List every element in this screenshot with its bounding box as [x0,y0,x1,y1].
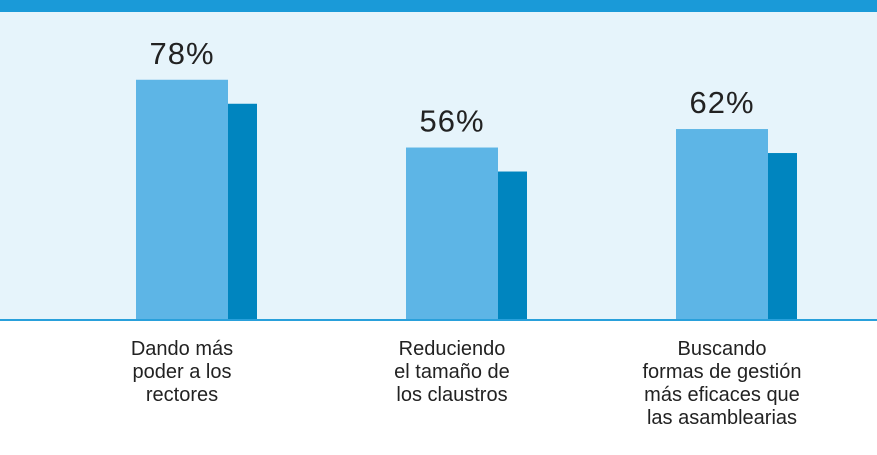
bar-side [228,103,257,320]
bar [406,147,498,320]
bar-side [768,153,797,320]
bar [676,129,768,320]
value-label: 78% [149,36,214,71]
bar [136,79,228,320]
value-label: 62% [689,85,754,120]
category-label: Buscando formas de gestión más eficaces … [642,338,802,429]
value-label: 56% [419,104,484,139]
category-label: Reduciendo el tamaño de los claustros [394,338,510,406]
bar-side [498,171,527,320]
category-label: Dando más poder a los rectores [130,338,234,406]
top-band [0,0,877,12]
